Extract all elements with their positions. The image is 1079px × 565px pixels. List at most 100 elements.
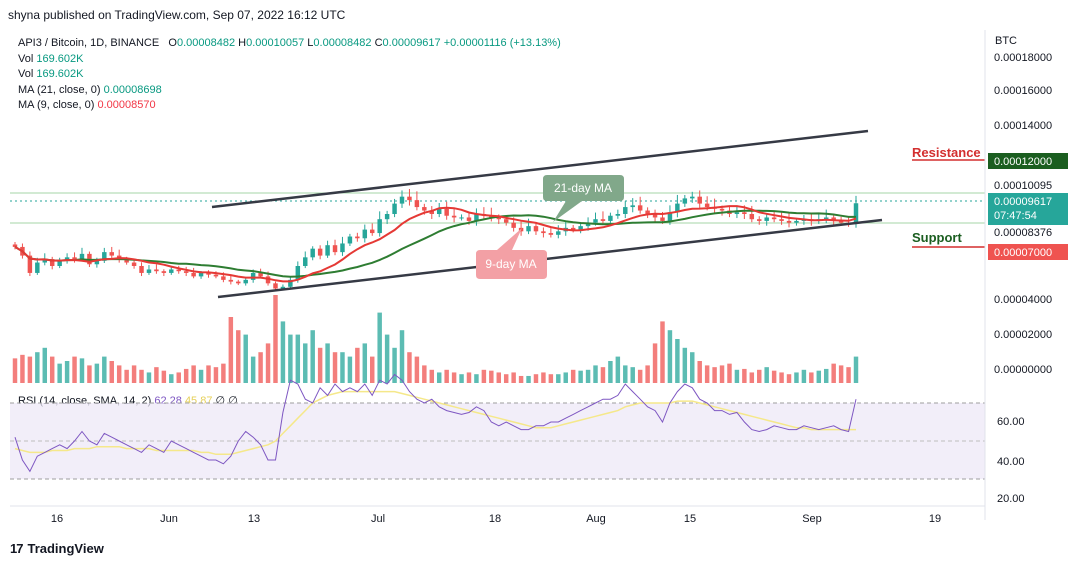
symbol-label[interactable]: API3 / Bitcoin, 1D, BINANCE xyxy=(18,37,160,49)
volume-bar xyxy=(57,363,62,383)
candle-body xyxy=(414,200,420,208)
volume-bar xyxy=(273,295,278,383)
tradingview-brand: TradingView xyxy=(27,541,104,556)
volume-bar xyxy=(503,374,509,383)
candle-body xyxy=(697,196,702,204)
volume-bar xyxy=(303,343,308,383)
candle-body xyxy=(548,233,554,235)
volume-bar xyxy=(12,358,18,383)
volume-bar xyxy=(444,369,449,383)
tradingview-footer[interactable]: 17 TradingView xyxy=(10,541,104,556)
candle-body xyxy=(511,222,516,228)
volume-bar xyxy=(719,365,725,383)
volume-bar xyxy=(809,372,814,383)
candle-body xyxy=(533,226,539,232)
candle-body xyxy=(838,220,844,223)
candle-body xyxy=(183,271,189,273)
price-axis[interactable]: BTC 0.00018000 0.00016000 0.00014000 0.0… xyxy=(984,30,1068,520)
volume-bar xyxy=(489,370,494,383)
ma9-callout[interactable]: 9-day MA xyxy=(476,228,547,279)
price-high-tag: 0.00010095 xyxy=(994,180,1052,192)
candle-body xyxy=(578,226,583,230)
candle-body xyxy=(124,259,129,263)
candle-body xyxy=(779,219,784,221)
volume-bar xyxy=(176,372,181,383)
candle-body xyxy=(295,266,301,280)
volume-bar xyxy=(362,343,368,383)
volume-bar xyxy=(109,361,114,383)
volume-bar xyxy=(49,356,55,383)
candle-body xyxy=(169,269,174,273)
volume-bar xyxy=(548,374,554,383)
volume-bar xyxy=(42,347,48,383)
candle-body xyxy=(407,196,412,201)
volume-bar xyxy=(667,330,673,383)
time-tick: 16 xyxy=(51,513,63,525)
candle-body xyxy=(243,279,248,284)
candle-body xyxy=(645,210,650,214)
ma21-callout[interactable]: 21-day MA xyxy=(543,175,624,222)
volume-bar xyxy=(853,356,859,383)
volume-bar xyxy=(317,347,323,383)
volume-bars xyxy=(12,295,859,383)
time-axis[interactable]: 16 Jun 13 Jul 18 Aug 15 Sep 19 xyxy=(10,505,985,525)
ma21-line xyxy=(14,209,856,278)
volume-bar xyxy=(511,372,516,383)
volume-bar xyxy=(831,363,836,383)
lower-trendline[interactable] xyxy=(217,218,883,299)
volume-bar xyxy=(682,347,688,383)
ma21-row[interactable]: MA (21, close, 0) 0.00008698 xyxy=(18,83,162,96)
candle-body xyxy=(503,219,509,223)
volume-bar xyxy=(414,356,420,383)
time-tick: Jun xyxy=(160,513,178,525)
volume-row-2[interactable]: Vol 169.602K xyxy=(18,68,84,80)
tradingview-logo-icon: 17 xyxy=(10,541,24,556)
candle-body xyxy=(362,229,368,239)
candle-body xyxy=(757,219,762,221)
volume-bar xyxy=(742,368,747,383)
candle-body xyxy=(704,203,710,208)
volume-bar xyxy=(757,369,762,383)
candle-body xyxy=(436,208,442,214)
candle-body xyxy=(221,276,226,280)
volume-bar xyxy=(72,356,77,383)
candle-body xyxy=(332,245,338,253)
candle-body xyxy=(392,203,397,214)
candle-body xyxy=(102,252,107,261)
time-tick: 15 xyxy=(684,513,696,525)
candle-body xyxy=(317,248,323,256)
volume-bar xyxy=(198,369,204,383)
candle-body xyxy=(228,279,234,282)
candle-body xyxy=(139,266,144,273)
candle-body xyxy=(79,253,85,260)
volume-bar xyxy=(377,312,382,383)
candle-body xyxy=(742,212,747,214)
candle-body xyxy=(600,219,606,221)
volume-bar xyxy=(541,372,546,383)
candle-body xyxy=(94,260,100,265)
ma9-callout-label: 9-day MA xyxy=(485,257,536,271)
support-price-tag xyxy=(988,244,1068,260)
volume-bar xyxy=(131,365,137,383)
volume-bar xyxy=(466,372,472,383)
volume-bar xyxy=(518,375,524,383)
candle-body xyxy=(556,231,561,235)
volume-bar xyxy=(533,374,539,383)
candle-body xyxy=(675,203,680,213)
price-tick: 0.00016000 xyxy=(994,85,1052,97)
candle-body xyxy=(384,214,390,220)
volume-row-1[interactable]: Vol 169.602K xyxy=(18,52,84,65)
volume-bar xyxy=(712,367,717,383)
ohlc-row[interactable]: API3 / Bitcoin, 1D, BINANCE O0.00008482 … xyxy=(18,37,561,49)
volume-bar xyxy=(169,374,174,383)
ma9-row[interactable]: MA (9, close, 0) 0.00008570 xyxy=(18,99,156,111)
candle-body xyxy=(176,269,181,272)
rsi-sma-line xyxy=(14,390,856,456)
candle-body xyxy=(370,229,375,234)
upper-trendline[interactable] xyxy=(211,129,869,209)
candle-body xyxy=(451,215,457,218)
volume-bar xyxy=(764,367,769,383)
price-tick: 0.00000000 xyxy=(994,364,1052,376)
volume-bar xyxy=(243,334,248,383)
